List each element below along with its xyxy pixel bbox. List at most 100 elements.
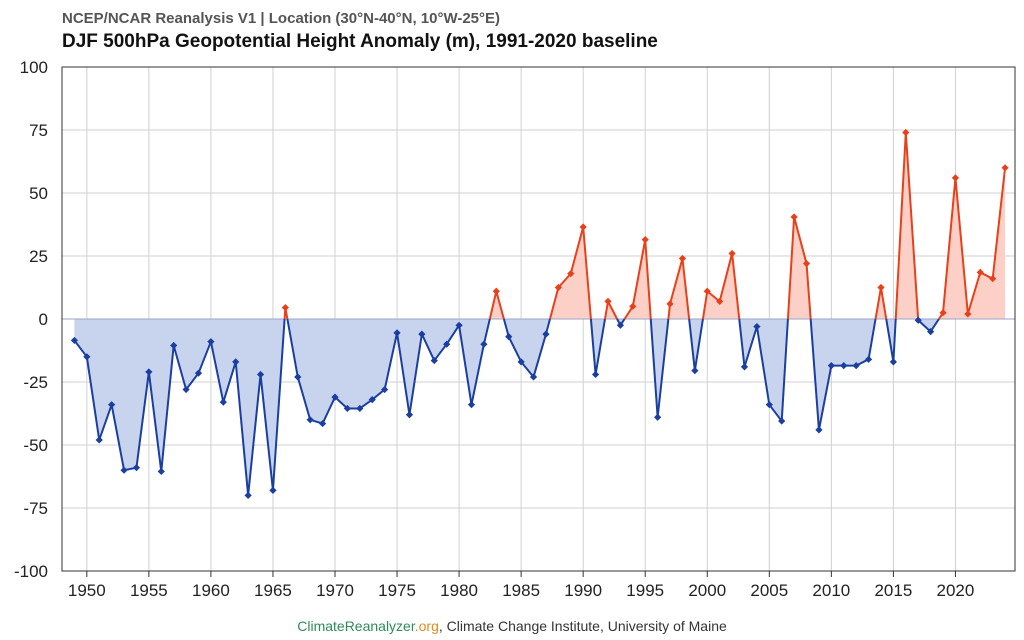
- data-point: [145, 368, 153, 376]
- data-point: [430, 356, 438, 365]
- data-point: [95, 436, 103, 444]
- data-point: [927, 328, 935, 336]
- data-point: [1001, 164, 1009, 172]
- data-point: [765, 401, 773, 409]
- data-point: [914, 316, 922, 324]
- x-tick-label: 2015: [874, 581, 912, 600]
- data-point: [790, 213, 798, 221]
- positive-line-segment: [667, 257, 691, 320]
- positive-anomaly-area: [624, 239, 651, 319]
- data-point: [256, 370, 265, 379]
- data-point: [591, 370, 600, 379]
- data-point: [827, 362, 835, 370]
- data-point: [542, 330, 550, 338]
- data-point: [194, 369, 203, 377]
- y-tick-label: 0: [39, 310, 48, 329]
- data-point: [703, 287, 711, 295]
- credit-line: ClimateReanalyzer.org, Climate Change In…: [0, 618, 1024, 634]
- data-point: [157, 467, 165, 476]
- data-point: [318, 419, 327, 428]
- data-point: [207, 338, 215, 346]
- x-tick-label: 1990: [564, 581, 602, 600]
- chart-supertitle: NCEP/NCAR Reanalysis V1 | Location (30°N…: [62, 10, 501, 27]
- data-point: [269, 486, 277, 494]
- positive-anomaly-area: [549, 227, 591, 319]
- data-point: [976, 268, 984, 276]
- x-tick-label: 2010: [812, 581, 850, 600]
- data-point: [393, 329, 401, 337]
- negative-line-segment: [73, 318, 286, 497]
- y-tick-label: 50: [29, 184, 48, 203]
- y-tick-label: -50: [23, 436, 48, 455]
- negative-anomaly-area: [74, 319, 285, 496]
- data-point: [579, 223, 587, 231]
- data-point: [641, 236, 649, 244]
- data-point: [989, 275, 997, 283]
- chart-title: DJF 500hPa Geopotential Height Anomaly (…: [62, 31, 658, 52]
- data-point: [753, 322, 761, 331]
- data-point: [306, 416, 314, 424]
- data-point: [951, 174, 960, 182]
- data-point: [616, 321, 624, 329]
- data-point: [716, 297, 724, 305]
- positive-anomaly-area: [875, 287, 887, 319]
- data-point: [864, 355, 873, 363]
- plot-border: [61, 66, 1016, 572]
- x-tick-label: 2005: [750, 581, 788, 600]
- site-tld-link[interactable]: .org: [414, 618, 439, 634]
- affiliation-text: , Climate Change Institute, University o…: [438, 618, 727, 634]
- positive-line-segment: [786, 215, 812, 320]
- y-tick-label: 75: [29, 121, 48, 140]
- data-point: [120, 466, 128, 474]
- positive-anomaly-area: [895, 132, 919, 319]
- y-tick-label: 25: [29, 247, 48, 266]
- positive-anomaly-area: [489, 291, 504, 319]
- positive-anomaly-area: [938, 167, 1006, 319]
- data-point: [889, 358, 897, 366]
- x-axis-ticks: 1950 1955 1960 1965 1970 1975 1980 1985 1990 1995…: [68, 571, 974, 600]
- negative-anomaly-area: [918, 319, 939, 332]
- data-point: [815, 426, 823, 434]
- data-point: [219, 398, 227, 406]
- data-point: [666, 300, 674, 308]
- data-point: [281, 304, 289, 312]
- positive-line-segment: [623, 238, 652, 320]
- x-tick-label: 1975: [378, 581, 416, 600]
- data-point: [368, 396, 376, 404]
- data-point: [852, 362, 860, 370]
- data-point: [505, 333, 513, 341]
- data-point: [877, 283, 885, 292]
- data-point: [83, 353, 91, 361]
- data-point: [70, 336, 79, 345]
- y-tick-label: 100: [20, 58, 48, 77]
- data-point: [405, 411, 414, 419]
- anomaly-fill-areas: [74, 132, 1006, 496]
- data-point: [455, 321, 463, 329]
- data-point: [964, 310, 972, 318]
- data-point: [381, 385, 389, 394]
- y-tick-label: -75: [23, 499, 48, 518]
- data-point: [654, 413, 662, 421]
- data-point: [728, 249, 736, 258]
- data-point: [356, 404, 364, 413]
- x-tick-label: 1965: [254, 581, 292, 600]
- positive-anomaly-area: [787, 216, 811, 319]
- anomaly-data-points: [70, 128, 1009, 499]
- x-tick-label: 2000: [688, 581, 726, 600]
- y-axis-ticks: 100 75 50 25 0 -25 -50 -75 -100: [14, 58, 48, 581]
- negative-anomaly-area: [689, 319, 703, 371]
- negative-line-segment: [738, 318, 789, 423]
- data-point: [778, 417, 786, 425]
- data-point: [517, 358, 525, 366]
- data-point: [554, 283, 562, 292]
- x-tick-label: 1985: [502, 581, 540, 600]
- data-point: [132, 464, 141, 472]
- data-point: [418, 330, 426, 338]
- x-tick-label: 1960: [192, 581, 230, 600]
- site-name-link[interactable]: ClimateReanalyzer: [297, 618, 415, 634]
- data-point: [108, 401, 116, 409]
- data-point: [331, 393, 339, 401]
- data-point: [740, 363, 749, 371]
- y-tick-label: -25: [23, 373, 48, 392]
